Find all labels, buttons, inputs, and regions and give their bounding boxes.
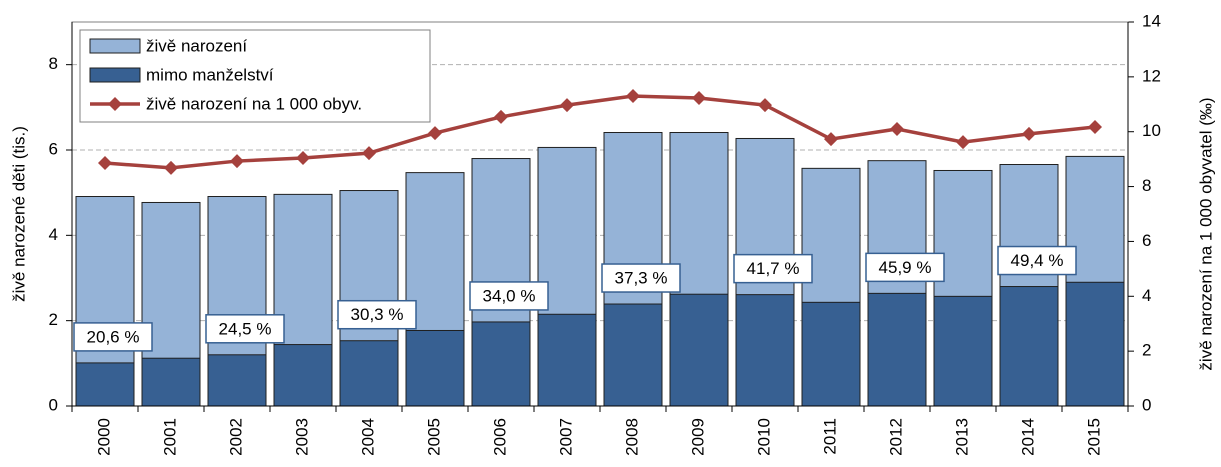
marker bbox=[890, 121, 904, 136]
x-tick-label: 2009 bbox=[688, 418, 707, 456]
y-tick-label: 4 bbox=[49, 225, 58, 244]
x-tick-label: 2014 bbox=[1018, 418, 1037, 456]
y2-tick-label: 12 bbox=[1142, 66, 1161, 85]
annotation-box bbox=[997, 245, 1077, 276]
y-tick-label: 2 bbox=[49, 310, 58, 329]
bar bbox=[273, 344, 333, 407]
annotation: 34,0 % bbox=[483, 286, 536, 305]
bar bbox=[207, 354, 267, 407]
x-tick-label: 2001 bbox=[160, 418, 179, 456]
x-tick-label: 2013 bbox=[952, 418, 971, 456]
y-tick-label: 8 bbox=[49, 54, 58, 73]
annotation-box bbox=[469, 281, 549, 311]
legend-label: živě narození bbox=[146, 36, 247, 55]
x-tick-label: 2003 bbox=[292, 418, 311, 456]
bar bbox=[405, 329, 465, 407]
annotation: 49,4 % bbox=[1011, 251, 1064, 270]
marker bbox=[428, 126, 442, 141]
marker bbox=[98, 155, 112, 170]
bar bbox=[669, 293, 729, 407]
bar bbox=[867, 292, 927, 407]
marker bbox=[626, 89, 640, 104]
marker bbox=[1022, 126, 1036, 141]
legend-label: živě narození na 1 000 obyv. bbox=[146, 94, 362, 113]
x-tick-label: 2010 bbox=[754, 418, 773, 456]
marker bbox=[692, 90, 706, 105]
legend-swatch bbox=[89, 67, 141, 83]
x-tick-label: 2004 bbox=[358, 418, 377, 456]
x-tick-label: 2011 bbox=[820, 418, 839, 455]
bar bbox=[999, 286, 1059, 407]
marker bbox=[824, 132, 838, 147]
bar bbox=[603, 303, 663, 407]
y2-tick-label: 2 bbox=[1142, 341, 1151, 360]
bar bbox=[1065, 281, 1125, 407]
bar bbox=[339, 340, 399, 407]
annotation: 37,3 % bbox=[615, 269, 668, 288]
bar bbox=[141, 357, 201, 407]
x-tick-label: 2007 bbox=[556, 418, 575, 456]
annotation-box bbox=[73, 322, 153, 352]
y2-axis-title: živě narození na 1 000 obyvatel (‰) bbox=[1196, 97, 1215, 370]
x-tick-label: 2000 bbox=[94, 418, 113, 456]
annotation: 24,5 % bbox=[219, 319, 272, 338]
y2-tick-label: 8 bbox=[1142, 176, 1151, 195]
y2-tick-label: 4 bbox=[1142, 286, 1151, 305]
y2-tick-label: 14 bbox=[1142, 11, 1161, 30]
marker bbox=[362, 146, 376, 161]
bar bbox=[735, 294, 795, 407]
marker bbox=[494, 109, 508, 124]
y2-tick-label: 0 bbox=[1142, 395, 1151, 414]
y-tick-label: 0 bbox=[49, 395, 58, 414]
legend-marker bbox=[108, 97, 122, 111]
y2-tick-label: 10 bbox=[1142, 121, 1161, 140]
bar bbox=[471, 321, 531, 407]
marker bbox=[758, 98, 772, 113]
x-tick-label: 2008 bbox=[622, 418, 641, 456]
marker bbox=[164, 160, 178, 175]
x-tick-label: 2006 bbox=[490, 418, 509, 456]
y-tick-label: 6 bbox=[49, 139, 58, 158]
annotation-box bbox=[601, 263, 681, 293]
bar bbox=[933, 295, 993, 407]
annotation-box bbox=[865, 252, 945, 283]
marker bbox=[230, 154, 244, 169]
x-tick-label: 2012 bbox=[886, 418, 905, 456]
marker bbox=[1088, 120, 1102, 135]
annotation: 41,7 % bbox=[747, 259, 800, 278]
marker bbox=[296, 151, 310, 166]
y2-tick-label: 6 bbox=[1142, 231, 1151, 250]
x-tick-label: 2015 bbox=[1084, 418, 1103, 456]
legend-swatch bbox=[89, 38, 141, 54]
annotation: 30,3 % bbox=[351, 305, 404, 324]
y-axis-title: živě narozené děti (tis.) bbox=[9, 126, 28, 302]
annotation-box bbox=[205, 314, 285, 344]
bar bbox=[801, 301, 861, 407]
x-tick-label: 2002 bbox=[226, 418, 245, 456]
annotation-box bbox=[337, 299, 417, 330]
annotation: 20,6 % bbox=[87, 327, 140, 346]
line bbox=[104, 94, 1096, 170]
marker bbox=[560, 98, 574, 113]
bar bbox=[75, 362, 135, 407]
bar bbox=[537, 313, 597, 407]
x-tick-label: 2005 bbox=[424, 418, 443, 456]
annotation: 45,9 % bbox=[879, 258, 932, 277]
marker bbox=[956, 135, 970, 150]
annotation-box bbox=[733, 253, 813, 284]
legend-label: mimo manželství bbox=[146, 65, 274, 84]
